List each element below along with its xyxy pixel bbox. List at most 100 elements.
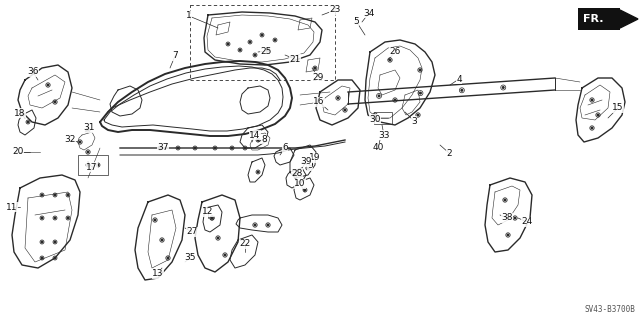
Text: 21: 21 [289, 55, 301, 63]
Text: 22: 22 [239, 240, 251, 249]
Circle shape [47, 84, 49, 86]
Text: 34: 34 [364, 9, 374, 18]
Circle shape [254, 54, 256, 56]
Bar [578, 8, 620, 30]
Circle shape [87, 164, 89, 166]
Bar [78, 155, 108, 175]
Text: 20: 20 [12, 147, 24, 157]
Text: 15: 15 [612, 103, 624, 113]
Circle shape [54, 241, 56, 243]
Circle shape [161, 239, 163, 241]
Circle shape [217, 237, 219, 239]
Circle shape [214, 147, 216, 149]
Text: 29: 29 [312, 72, 324, 81]
Text: 38: 38 [501, 213, 513, 222]
Text: 36: 36 [28, 68, 39, 77]
Circle shape [79, 141, 81, 143]
Circle shape [597, 114, 599, 116]
Circle shape [420, 92, 421, 94]
Circle shape [211, 217, 212, 219]
Circle shape [244, 147, 246, 149]
Circle shape [394, 99, 396, 101]
Circle shape [41, 217, 43, 219]
Circle shape [374, 114, 376, 116]
Circle shape [167, 257, 169, 259]
Circle shape [87, 129, 89, 131]
Circle shape [41, 257, 43, 259]
Circle shape [591, 127, 593, 129]
Text: 37: 37 [157, 144, 169, 152]
Text: 8: 8 [261, 135, 267, 144]
Text: 33: 33 [378, 130, 390, 139]
Circle shape [419, 69, 421, 71]
Circle shape [54, 217, 56, 219]
Text: 17: 17 [86, 162, 98, 172]
Circle shape [224, 254, 226, 256]
Circle shape [314, 67, 316, 69]
Text: 13: 13 [152, 270, 164, 278]
Circle shape [337, 97, 339, 99]
Circle shape [231, 147, 233, 149]
Circle shape [389, 59, 391, 61]
Circle shape [378, 95, 380, 97]
Text: 10: 10 [294, 180, 306, 189]
Circle shape [268, 224, 269, 226]
Polygon shape [620, 10, 638, 28]
Circle shape [239, 49, 241, 51]
Circle shape [504, 199, 506, 201]
Text: 26: 26 [389, 48, 401, 56]
Text: FR.: FR. [583, 14, 604, 24]
Text: 27: 27 [186, 227, 198, 236]
Circle shape [177, 147, 179, 149]
Text: 6: 6 [282, 144, 288, 152]
Text: 23: 23 [330, 5, 340, 14]
Text: 7: 7 [172, 51, 178, 61]
Circle shape [261, 34, 263, 36]
Circle shape [268, 49, 269, 51]
Text: 19: 19 [309, 153, 321, 162]
Text: 2: 2 [446, 149, 452, 158]
Circle shape [27, 121, 29, 123]
Circle shape [304, 189, 306, 191]
Circle shape [344, 109, 346, 111]
Circle shape [54, 257, 56, 259]
Circle shape [87, 151, 89, 153]
Circle shape [307, 167, 309, 169]
Circle shape [194, 147, 196, 149]
Circle shape [67, 217, 69, 219]
Text: 5: 5 [353, 17, 359, 26]
Text: 4: 4 [456, 75, 462, 84]
Circle shape [211, 217, 212, 219]
Circle shape [97, 164, 99, 166]
Circle shape [67, 194, 69, 196]
Circle shape [41, 194, 43, 196]
Text: 31: 31 [83, 123, 95, 132]
Circle shape [417, 114, 419, 116]
Text: 16: 16 [313, 98, 324, 107]
Text: 9: 9 [307, 161, 313, 170]
Bar [374, 112, 392, 124]
Text: 35: 35 [184, 254, 196, 263]
Circle shape [154, 219, 156, 221]
Text: 1: 1 [186, 11, 192, 20]
Circle shape [591, 99, 593, 101]
Text: SV43-B3700B: SV43-B3700B [584, 305, 635, 314]
Text: 3: 3 [411, 116, 417, 125]
Text: 11: 11 [6, 203, 18, 211]
Text: 28: 28 [291, 168, 303, 177]
Text: 24: 24 [522, 218, 532, 226]
Circle shape [507, 234, 509, 236]
Text: 25: 25 [260, 47, 272, 56]
Text: 30: 30 [369, 115, 381, 123]
Circle shape [294, 174, 296, 176]
Circle shape [249, 41, 251, 43]
Text: 39: 39 [300, 158, 312, 167]
Circle shape [257, 171, 259, 173]
Circle shape [227, 43, 229, 45]
Text: 14: 14 [250, 130, 260, 139]
Text: 40: 40 [372, 144, 384, 152]
Circle shape [461, 90, 463, 91]
Circle shape [514, 217, 516, 219]
Text: 12: 12 [202, 207, 214, 217]
Text: 32: 32 [64, 136, 76, 145]
